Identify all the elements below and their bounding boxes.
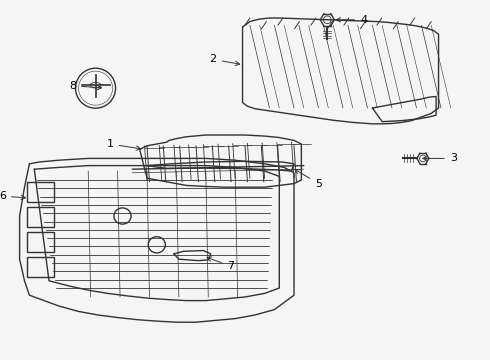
Text: 3: 3 xyxy=(423,153,457,163)
Text: 6: 6 xyxy=(0,191,25,201)
Text: 1: 1 xyxy=(107,139,141,150)
Text: 7: 7 xyxy=(207,257,234,271)
Text: 5: 5 xyxy=(295,170,322,189)
Text: 4: 4 xyxy=(336,15,367,25)
Text: 2: 2 xyxy=(210,54,240,66)
Text: 8: 8 xyxy=(69,81,101,91)
